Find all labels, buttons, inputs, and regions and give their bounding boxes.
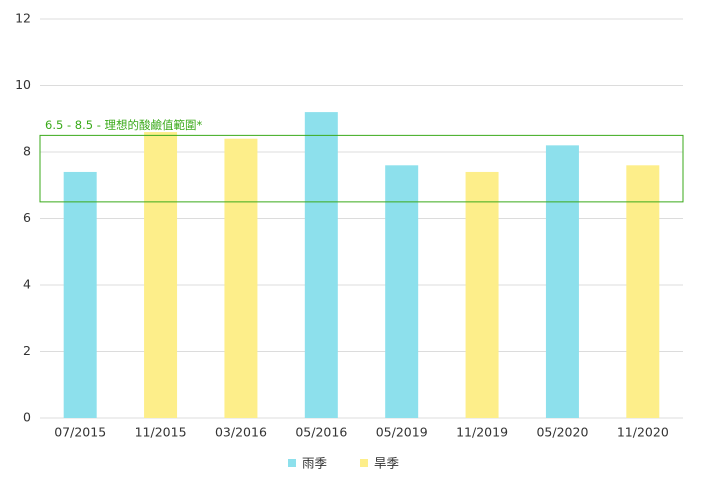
bar — [465, 171, 499, 418]
y-tick-label: 6 — [23, 210, 31, 225]
x-tick-label: 07/2015 — [54, 425, 106, 440]
x-tick-label: 05/2020 — [536, 425, 588, 440]
bar — [385, 165, 419, 418]
reference-band — [39, 134, 684, 203]
bar — [63, 171, 97, 418]
y-tick-label: 4 — [23, 277, 31, 292]
bar — [626, 165, 660, 418]
y-tick-label: 2 — [23, 343, 31, 358]
y-tick-label: 10 — [15, 77, 31, 92]
bar — [144, 132, 178, 419]
y-tick-label: 0 — [23, 410, 31, 425]
legend-swatch — [360, 459, 368, 467]
x-tick-label: 05/2016 — [295, 425, 347, 440]
x-tick-label: 11/2020 — [617, 425, 669, 440]
x-tick-label: 03/2016 — [215, 425, 267, 440]
x-tick-label: 11/2019 — [456, 425, 508, 440]
legend-label: 旱季 — [374, 456, 400, 471]
x-tick-label: 11/2015 — [135, 425, 187, 440]
y-tick-label: 8 — [23, 144, 31, 159]
x-tick-label: 05/2019 — [376, 425, 428, 440]
bar — [224, 138, 258, 418]
legend-swatch — [288, 459, 296, 467]
band-label: 6.5 - 8.5 - 理想的酸鹼值範圍* — [45, 118, 202, 132]
bar — [304, 112, 338, 418]
legend-label: 雨季 — [302, 456, 328, 471]
bar — [545, 145, 579, 418]
y-tick-label: 12 — [15, 11, 31, 26]
